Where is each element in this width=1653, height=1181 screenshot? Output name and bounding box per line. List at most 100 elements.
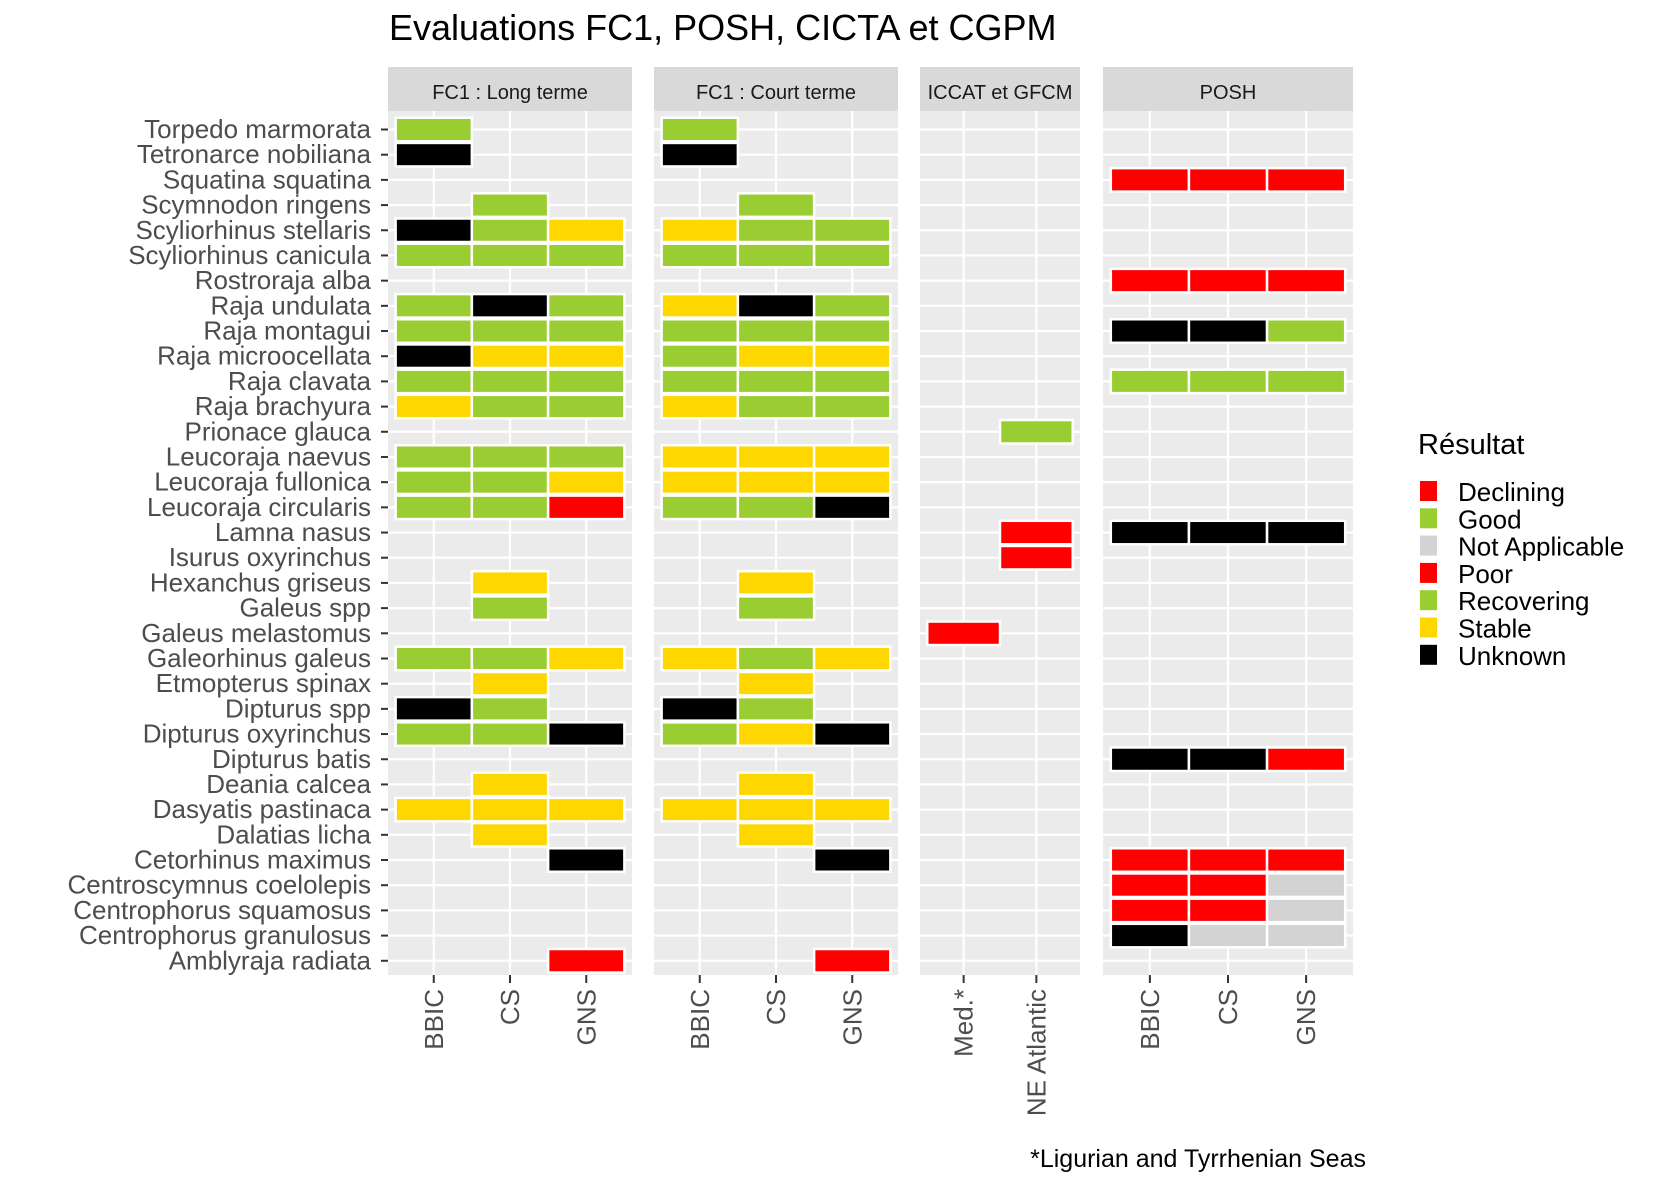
heatmap-cell bbox=[736, 771, 816, 798]
heatmap-cell bbox=[812, 343, 892, 370]
y-tick-label: Scymnodon ringens bbox=[141, 190, 371, 220]
heatmap-cell bbox=[736, 695, 816, 722]
y-tick-label: Dalatias licha bbox=[216, 819, 371, 849]
legend-swatch bbox=[1420, 481, 1437, 501]
heatmap-cell bbox=[1187, 897, 1269, 924]
heatmap-cell bbox=[812, 469, 892, 496]
heatmap-cell bbox=[998, 544, 1074, 571]
facet-strip bbox=[654, 67, 898, 111]
heatmap-cell bbox=[660, 292, 740, 319]
heatmap-cell bbox=[546, 494, 626, 521]
heatmap-cell bbox=[394, 494, 474, 521]
heatmap-cell bbox=[660, 469, 740, 496]
heatmap-cell bbox=[812, 242, 892, 269]
heatmap-cell bbox=[470, 595, 550, 622]
y-tick-label: Rostroraja alba bbox=[195, 265, 372, 295]
heatmap-cell bbox=[470, 368, 550, 395]
heatmap-cell bbox=[812, 443, 892, 470]
facet-strip bbox=[1103, 67, 1353, 111]
heatmap-cell bbox=[736, 217, 816, 244]
heatmap-cell bbox=[812, 368, 892, 395]
heatmap-cell bbox=[470, 695, 550, 722]
heatmap-cell bbox=[394, 721, 474, 748]
y-tick-label: Centroscymnus coelolepis bbox=[68, 870, 371, 900]
heatmap-cell bbox=[736, 343, 816, 370]
heatmap-cell bbox=[660, 695, 740, 722]
heatmap-cell bbox=[1265, 519, 1347, 546]
x-tick-label: GNS bbox=[837, 989, 867, 1045]
heatmap-cell bbox=[812, 393, 892, 420]
heatmap-cell bbox=[1265, 166, 1347, 193]
heatmap-cell bbox=[546, 393, 626, 420]
heatmap-cell bbox=[470, 721, 550, 748]
heatmap-cell bbox=[736, 494, 816, 521]
y-tick-label: Tetronarce nobiliana bbox=[137, 139, 372, 169]
y-tick-label: Leucoraja fullonica bbox=[154, 467, 371, 497]
y-tick-label: Deania calcea bbox=[206, 769, 371, 799]
heatmap-cell bbox=[470, 242, 550, 269]
heatmap-cell bbox=[394, 292, 474, 319]
heatmap-cell bbox=[394, 368, 474, 395]
y-tick-label: Leucoraja naevus bbox=[166, 441, 371, 471]
heatmap-cell bbox=[470, 443, 550, 470]
x-tick-label: CS bbox=[1213, 989, 1243, 1025]
heatmap-cell bbox=[736, 670, 816, 697]
heatmap-cell bbox=[1265, 872, 1347, 899]
heatmap-cell bbox=[1265, 922, 1347, 949]
heatmap-cell bbox=[394, 796, 474, 823]
y-tick-label: Centrophorus granulosus bbox=[79, 920, 371, 950]
heatmap-cell bbox=[660, 393, 740, 420]
heatmap-cell bbox=[812, 217, 892, 244]
heatmap-cell bbox=[1187, 847, 1269, 874]
heatmap-cell bbox=[546, 796, 626, 823]
heatmap-cell bbox=[1187, 872, 1269, 899]
heatmap-cell bbox=[394, 242, 474, 269]
facet-panel: FC1 : Long terme BBIC CS GNS bbox=[388, 67, 632, 1050]
heatmap-cell bbox=[736, 569, 816, 596]
heatmap-cell bbox=[546, 318, 626, 345]
heatmap-cell bbox=[1109, 166, 1191, 193]
heatmap-cell bbox=[736, 821, 816, 848]
x-tick-label: NE Atlantic bbox=[1021, 989, 1051, 1116]
heatmap-cell bbox=[470, 796, 550, 823]
heatmap-cell bbox=[470, 569, 550, 596]
heatmap-cell bbox=[660, 141, 740, 168]
heatmap-cell bbox=[470, 217, 550, 244]
heatmap-cell bbox=[1265, 746, 1347, 773]
heatmap-cell bbox=[1109, 267, 1191, 294]
facet-strip-label: FC1 : Long terme bbox=[432, 82, 588, 104]
heatmap-cell bbox=[546, 847, 626, 874]
heatmap-cell bbox=[394, 217, 474, 244]
heatmap-cell bbox=[736, 645, 816, 672]
heatmap-cell bbox=[736, 242, 816, 269]
x-tick-label: GNS bbox=[1291, 989, 1321, 1045]
heatmap-cell bbox=[812, 494, 892, 521]
y-tick-label: Dipturus spp bbox=[225, 693, 371, 723]
legend-swatch bbox=[1420, 508, 1437, 529]
heatmap-cell bbox=[998, 418, 1074, 445]
heatmap-cell bbox=[470, 318, 550, 345]
heatmap-cell bbox=[660, 443, 740, 470]
heatmap-cell bbox=[1109, 318, 1191, 345]
heatmap-cell bbox=[736, 796, 816, 823]
heatmap-cell bbox=[660, 242, 740, 269]
legend-label: Not Applicable bbox=[1458, 532, 1624, 562]
heatmap-cell bbox=[546, 947, 626, 974]
heatmap-cell bbox=[1265, 267, 1347, 294]
heatmap-cell bbox=[1187, 922, 1269, 949]
y-tick-label: Raja brachyura bbox=[195, 391, 372, 421]
heatmap-cell bbox=[660, 645, 740, 672]
y-tick-label: Centrophorus squamosus bbox=[73, 895, 371, 925]
heatmap-cell bbox=[546, 217, 626, 244]
facet-strip-label: POSH bbox=[1200, 82, 1257, 104]
heatmap-cell bbox=[1265, 318, 1347, 345]
legend-swatch bbox=[1420, 617, 1437, 638]
legend-swatch bbox=[1420, 644, 1437, 665]
heatmap-cell bbox=[736, 721, 816, 748]
x-tick-label: BBIC bbox=[685, 989, 715, 1050]
heatmap-cell bbox=[394, 443, 474, 470]
facet-strip bbox=[920, 67, 1080, 111]
heatmap-cell bbox=[546, 469, 626, 496]
y-tick-label: Amblyraja radiata bbox=[169, 945, 372, 975]
